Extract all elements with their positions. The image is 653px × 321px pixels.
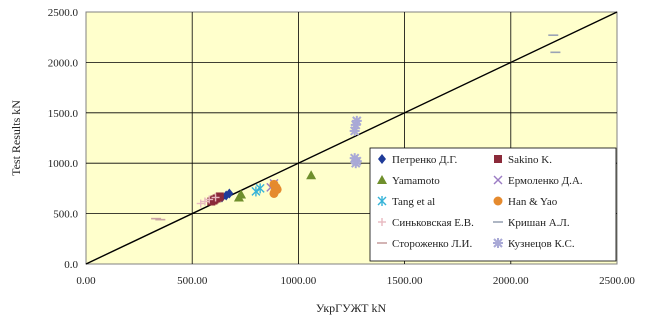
legend-label: Синьковская Е.В. <box>392 217 474 229</box>
legend-marker <box>494 155 502 163</box>
data-point <box>272 184 282 194</box>
data-point <box>211 193 220 202</box>
legend-label: Yamamoto <box>392 175 440 187</box>
data-point <box>351 115 362 126</box>
data-point <box>215 192 224 201</box>
y-axis-title: Test Results kN <box>9 100 23 176</box>
data-point <box>205 195 214 204</box>
y-tick-label: 1000.0 <box>48 158 79 170</box>
reference-line <box>85 11 618 265</box>
legend-marker <box>378 218 386 226</box>
x-axis-title: УкрГУЖТ kN <box>316 301 387 315</box>
data-point <box>236 189 247 199</box>
data-point <box>196 199 205 208</box>
x-tick-labels: 0.00 500.00 1000.00 1500.00 2000.00 2500.00 <box>76 275 635 287</box>
data-point <box>306 170 317 180</box>
x-tick-label: 2500.00 <box>599 275 635 287</box>
data-points <box>151 34 561 221</box>
legend-marker <box>493 196 503 206</box>
x-tick-label: 1500.00 <box>387 275 423 287</box>
y-tick-label: 1500.0 <box>48 108 79 120</box>
legend-label: Sakino K. <box>508 154 552 166</box>
legend-label: Tang et al <box>392 196 435 208</box>
legend: Петренко Д.Г. Sakino K. Yamamoto Ермоленко … <box>369 147 617 262</box>
data-point <box>349 125 360 136</box>
data-point <box>209 196 218 205</box>
legend-label: Кришан А.Л. <box>508 217 570 229</box>
y-tick-labels: 0.0 500.0 1000.0 1500.0 2000.0 2500.0 <box>48 7 79 271</box>
legend-label: Ермоленко Д.А. <box>508 175 583 187</box>
legend-label: Han & Yao <box>508 196 558 208</box>
reference-line-y-equals-x <box>85 11 618 265</box>
x-tick-label: 2000.00 <box>493 275 529 287</box>
data-point <box>225 188 234 199</box>
legend-marker <box>377 196 387 206</box>
data-point <box>200 197 209 206</box>
x-tick-label: 500.00 <box>177 275 208 287</box>
legend-marker <box>493 175 503 185</box>
legend-label: Кузнецов К.С. <box>508 238 575 250</box>
x-tick-label: 1000.00 <box>281 275 317 287</box>
legend-marker <box>378 154 386 164</box>
data-point <box>251 186 261 197</box>
y-tick-label: 2500.0 <box>48 7 79 19</box>
data-point <box>255 183 265 194</box>
legend-label: Стороженко Л.И. <box>392 238 472 250</box>
x-tick-label: 0.00 <box>76 275 96 287</box>
y-tick-label: 0.0 <box>64 259 78 271</box>
legend-marker <box>377 175 387 184</box>
y-tick-label: 500.0 <box>53 209 78 221</box>
y-tick-label: 2000.0 <box>48 57 79 69</box>
legend-marker <box>493 238 503 248</box>
legend-label: Петренко Д.Г. <box>392 154 457 166</box>
data-point <box>351 156 362 167</box>
